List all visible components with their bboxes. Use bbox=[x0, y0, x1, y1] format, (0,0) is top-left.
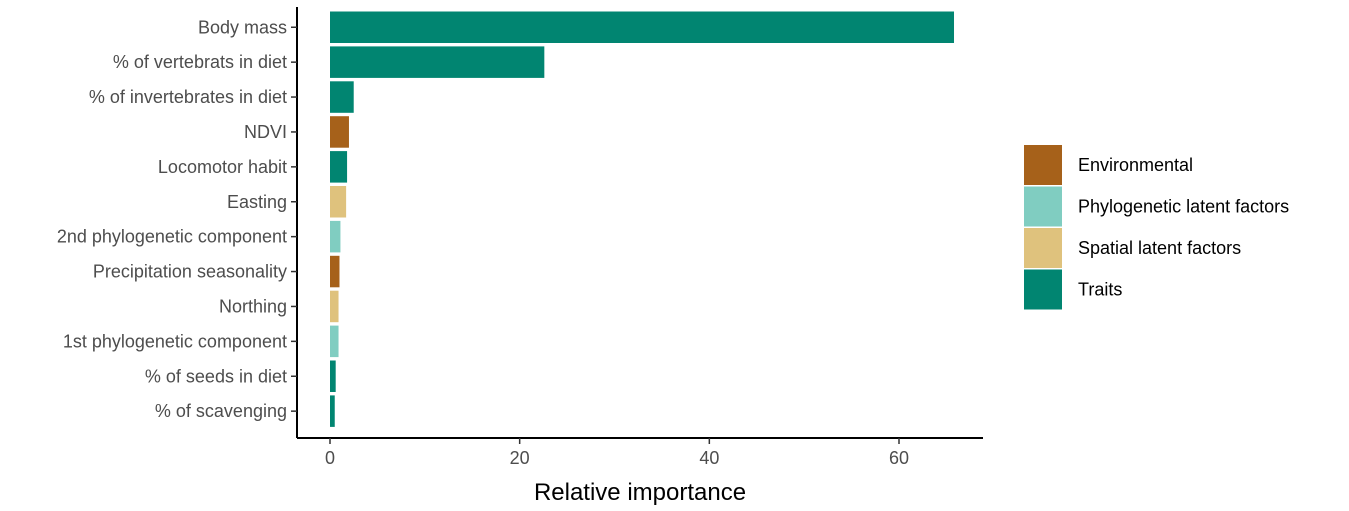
x-axis-title: Relative importance bbox=[534, 479, 746, 506]
bar bbox=[330, 186, 347, 218]
y-tick-label: 2nd phylogenetic component bbox=[57, 227, 287, 247]
bar bbox=[330, 395, 335, 427]
y-tick-label: Northing bbox=[219, 296, 287, 316]
y-tick-label: % of vertebrats in diet bbox=[113, 52, 287, 72]
legend-label: Traits bbox=[1078, 280, 1122, 300]
legend-label: Phylogenetic latent factors bbox=[1078, 197, 1289, 217]
x-tick-label: 60 bbox=[889, 448, 909, 468]
bar bbox=[330, 220, 341, 253]
legend-swatch bbox=[1024, 269, 1062, 310]
y-tick-label: 1st phylogenetic component bbox=[63, 331, 287, 351]
y-tick-label: Precipitation seasonality bbox=[93, 262, 287, 282]
y-tick-label: % of seeds in diet bbox=[145, 366, 287, 386]
x-tick-label: 0 bbox=[325, 448, 335, 468]
bar bbox=[330, 116, 349, 148]
y-tick-label: Body mass bbox=[198, 17, 287, 37]
y-tick-label: % of scavenging bbox=[155, 401, 287, 421]
bar bbox=[330, 81, 354, 113]
bar bbox=[330, 151, 348, 183]
y-tick-label: NDVI bbox=[244, 122, 287, 142]
bars-layer bbox=[330, 11, 955, 427]
bar bbox=[330, 360, 336, 392]
bar bbox=[330, 11, 955, 43]
legend: Environmental Phylogenetic latent factors… bbox=[1024, 145, 1289, 310]
y-tick-label: % of invertebrates in diet bbox=[89, 87, 287, 107]
legend-label: Spatial latent factors bbox=[1078, 238, 1241, 258]
y-tick-label: Easting bbox=[227, 192, 287, 212]
bar bbox=[330, 325, 339, 358]
bar bbox=[330, 290, 339, 323]
bar bbox=[330, 46, 545, 78]
y-tick-label: Locomotor habit bbox=[158, 157, 287, 177]
x-axis: 0 20 40 60 bbox=[297, 437, 983, 468]
x-tick-label: 40 bbox=[699, 448, 719, 468]
legend-swatch bbox=[1024, 186, 1062, 227]
legend-label: Environmental bbox=[1078, 155, 1193, 175]
y-axis: Body mass % of vertebrats in diet % of inv… bbox=[57, 7, 298, 438]
legend-swatch bbox=[1024, 228, 1062, 268]
legend-swatch bbox=[1024, 145, 1062, 185]
x-tick-label: 20 bbox=[510, 448, 530, 468]
bar bbox=[330, 255, 340, 288]
